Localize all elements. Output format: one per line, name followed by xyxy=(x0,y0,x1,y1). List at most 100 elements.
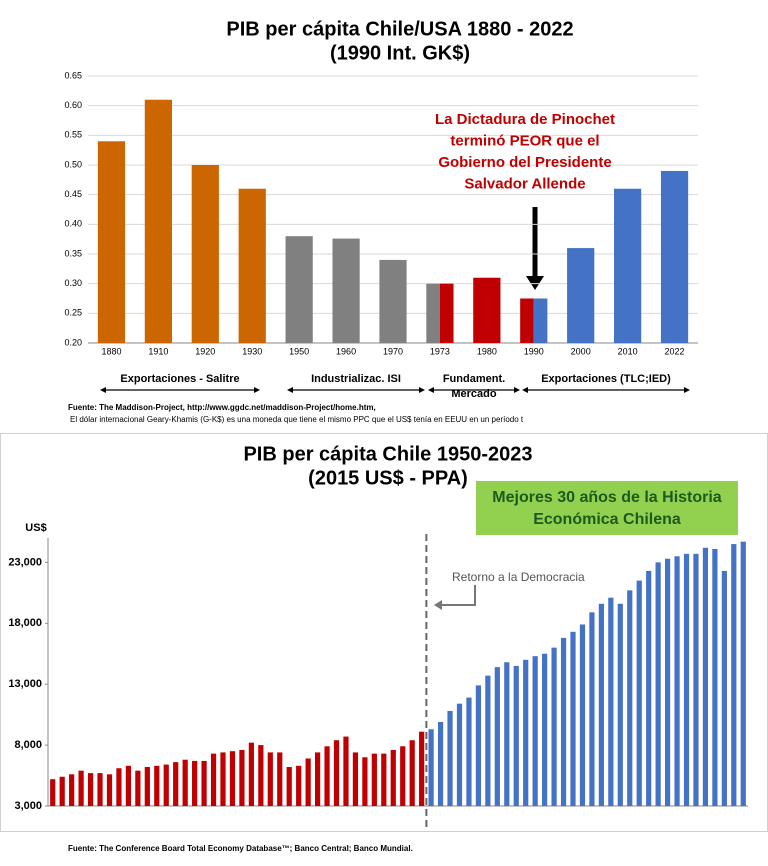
arrow-head xyxy=(526,276,544,290)
source: El dólar internacional Geary-Khamis (G-K… xyxy=(70,415,524,424)
bar xyxy=(125,765,132,806)
bar xyxy=(229,751,236,806)
x-tick-label: 1920 xyxy=(195,346,215,356)
bar xyxy=(504,662,510,806)
y-tick-label: 18,000 xyxy=(8,617,42,629)
bar xyxy=(332,238,360,343)
y-tick-label: 0.50 xyxy=(64,159,82,169)
arrow-head xyxy=(684,387,690,393)
bar xyxy=(740,541,746,806)
bar xyxy=(683,553,690,806)
annotation: Gobierno del Presidente xyxy=(438,154,611,171)
y-axis-label: US$ xyxy=(25,522,46,534)
bar xyxy=(532,656,538,806)
bar xyxy=(144,99,172,343)
bar xyxy=(409,740,415,806)
period-label: Fundament. xyxy=(443,373,505,385)
bar xyxy=(646,570,652,806)
bar xyxy=(655,562,661,806)
bar xyxy=(419,731,425,806)
x-tick-label: 1960 xyxy=(336,346,356,356)
x-tick-label: 1950 xyxy=(289,346,309,356)
bar xyxy=(712,548,718,806)
bar xyxy=(173,762,179,806)
y-tick-label: 0.40 xyxy=(64,219,82,229)
y-tick-label: 0.30 xyxy=(64,278,82,288)
bar xyxy=(154,765,160,806)
y-tick-label: 0.45 xyxy=(64,189,82,199)
chart-subtitle: (1990 Int. GK$) xyxy=(330,42,470,64)
x-tick-label: 2010 xyxy=(618,346,638,356)
y-tick-label: 13,000 xyxy=(8,678,42,690)
bar xyxy=(598,603,604,806)
bar xyxy=(135,770,141,806)
bar xyxy=(97,141,126,343)
bar xyxy=(248,742,254,806)
bar xyxy=(570,631,576,806)
x-tick-label: 1910 xyxy=(148,346,168,356)
bar xyxy=(296,765,302,806)
bar xyxy=(379,259,407,343)
bar xyxy=(191,165,219,343)
bar xyxy=(59,776,65,806)
y-tick-label: 3,000 xyxy=(14,800,42,812)
annotation: Salvador Allende xyxy=(464,175,585,192)
bar xyxy=(513,665,519,806)
bar xyxy=(106,774,113,806)
annotation: terminó PEOR que el xyxy=(450,132,599,149)
bar xyxy=(426,283,440,343)
period-label: Industrializac. ISI xyxy=(311,373,401,385)
bar xyxy=(258,745,264,806)
source: Fuente: The Conference Board Total Econo… xyxy=(68,844,413,853)
bar xyxy=(447,710,453,806)
highlight-text: Mejores 30 años de la Historia xyxy=(492,489,722,506)
bar xyxy=(439,283,454,343)
arrow-head xyxy=(254,387,260,393)
chart-title: PIB per cápita Chile/USA 1880 - 2022 xyxy=(226,18,573,40)
annotation: La Dictadura de Pinochet xyxy=(435,111,615,128)
bar xyxy=(437,721,444,806)
arrow-head xyxy=(514,387,520,393)
bar xyxy=(494,667,500,806)
bar xyxy=(285,236,313,343)
x-tick-label: 2022 xyxy=(665,346,685,356)
x-tick-label: 2000 xyxy=(571,346,591,356)
y-tick-label: 0.60 xyxy=(64,100,82,110)
bar xyxy=(362,757,368,806)
bar xyxy=(182,759,188,806)
bar xyxy=(660,170,689,343)
bar xyxy=(428,729,434,806)
bar xyxy=(144,767,150,806)
bar xyxy=(116,768,122,806)
arrow-head xyxy=(287,387,293,393)
y-tick-label: 0.25 xyxy=(64,308,82,318)
period-label: Mercado xyxy=(451,388,497,400)
bar xyxy=(163,764,169,806)
bar xyxy=(533,298,548,343)
bar xyxy=(381,753,387,806)
bar xyxy=(664,558,671,806)
bar xyxy=(560,637,567,806)
y-tick-label: 8,000 xyxy=(14,739,42,751)
x-tick-label: 1880 xyxy=(101,346,121,356)
bar xyxy=(589,612,595,806)
bar xyxy=(551,647,557,806)
bar xyxy=(277,752,283,806)
bar xyxy=(731,544,737,806)
bar xyxy=(579,624,586,806)
bar xyxy=(97,773,103,806)
x-tick-label: 1973 xyxy=(430,346,450,356)
bar xyxy=(220,752,226,806)
bar xyxy=(333,740,340,806)
highlight-box xyxy=(476,481,738,535)
bar xyxy=(305,758,311,806)
bar xyxy=(314,752,321,806)
period-label: Exportaciones (TLC;IED) xyxy=(541,373,671,385)
arrow-head xyxy=(428,387,434,393)
bar xyxy=(693,553,699,806)
bar xyxy=(617,603,623,806)
arrow-head xyxy=(522,387,528,393)
bar xyxy=(267,752,273,806)
bar xyxy=(475,685,482,806)
bar xyxy=(50,779,56,806)
